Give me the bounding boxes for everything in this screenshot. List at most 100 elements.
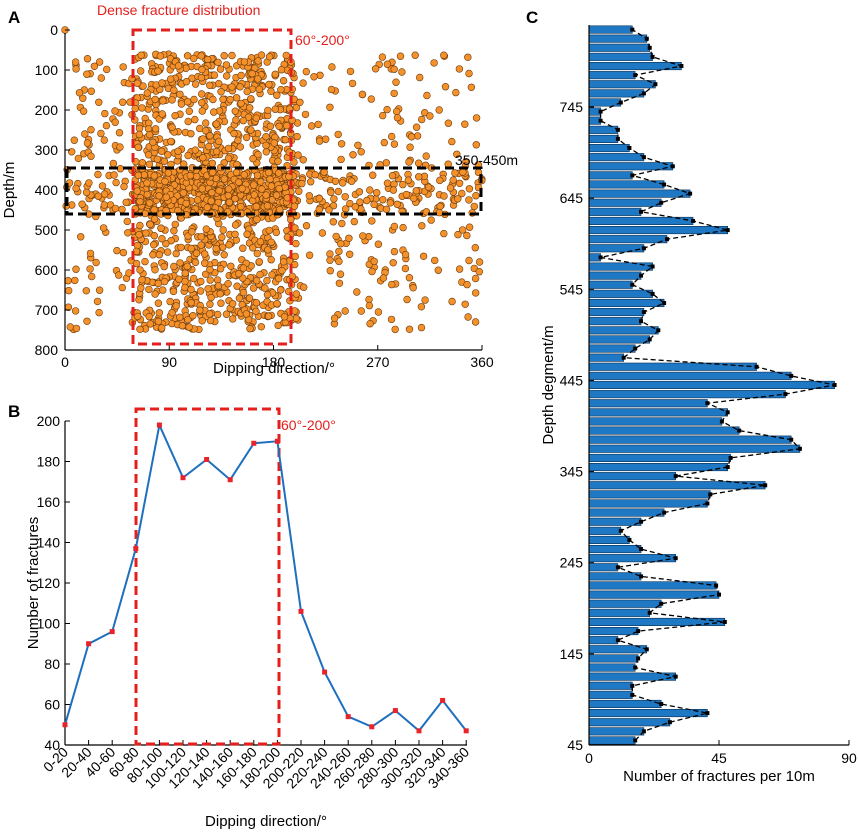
- panel-c-trend-marker: [659, 200, 664, 205]
- scatter-point: [143, 89, 152, 97]
- scatter-point: [392, 78, 400, 86]
- scatter-point: [134, 171, 143, 180]
- scatter-point: [179, 189, 188, 197]
- scatter-point: [250, 191, 259, 199]
- scatter-point: [137, 67, 145, 75]
- scatter-point: [100, 136, 109, 144]
- scatter-point: [351, 203, 359, 211]
- panel-c-bar: [588, 563, 619, 572]
- panel-c-trend-marker: [633, 73, 638, 78]
- scatter-point: [423, 91, 431, 100]
- scatter-point: [335, 257, 343, 266]
- panel-c-bars: [588, 25, 835, 745]
- panel-c-bar: [588, 280, 633, 289]
- scatter-point: [354, 141, 362, 150]
- scatter-point: [202, 270, 210, 278]
- scatter-point: [401, 264, 410, 273]
- scatter-point: [151, 125, 160, 133]
- panel-b-y-tick-label: 80: [44, 656, 60, 672]
- scatter-point: [383, 179, 392, 187]
- scatter-point: [253, 171, 262, 180]
- scatter-point: [326, 250, 334, 258]
- scatter-point: [455, 65, 464, 73]
- scatter-point: [141, 257, 149, 266]
- scatter-point: [358, 90, 367, 99]
- panel-c-bar: [588, 390, 786, 399]
- panel-b-y-tick-label: 120: [37, 575, 61, 591]
- scatter-point: [190, 54, 198, 63]
- scatter-point: [145, 285, 153, 294]
- scatter-point: [198, 185, 206, 193]
- scatter-point: [270, 139, 278, 147]
- scatter-point: [449, 176, 457, 184]
- scatter-point: [239, 116, 248, 125]
- scatter-point: [461, 300, 469, 308]
- scatter-point: [158, 110, 166, 118]
- scatter-point: [264, 312, 273, 320]
- scatter-point: [135, 130, 144, 139]
- panel-c-bar: [588, 326, 659, 335]
- panel-a-y-tick-label: 0: [50, 22, 58, 38]
- scatter-point: [249, 284, 258, 292]
- scatter-point: [150, 232, 159, 240]
- panel-c-trend-marker: [763, 483, 768, 488]
- panel-c-bar: [588, 162, 674, 171]
- scatter-point: [101, 109, 109, 118]
- panel-c-bar: [588, 608, 651, 617]
- panel-b-y-tick-label: 100: [37, 616, 61, 632]
- scatter-point: [239, 264, 248, 272]
- scatter-point: [393, 113, 402, 122]
- scatter-point: [332, 232, 340, 241]
- panel-c-bar: [588, 444, 801, 453]
- panel-c-trend-marker: [789, 437, 794, 442]
- scatter-point: [81, 130, 89, 138]
- scatter-point: [282, 51, 290, 60]
- scatter-point: [83, 139, 92, 147]
- scatter-point: [182, 77, 191, 86]
- panel-a-y-tick-label: 300: [35, 142, 59, 158]
- scatter-point: [265, 168, 273, 177]
- scatter-point: [196, 306, 204, 314]
- scatter-point: [135, 296, 143, 304]
- scatter-point: [387, 315, 396, 324]
- panel-c-bar: [588, 690, 633, 699]
- scatter-point: [160, 262, 168, 271]
- scatter-point: [296, 98, 304, 107]
- scatter-point: [374, 240, 383, 248]
- scatter-point: [98, 182, 107, 190]
- scatter-point: [326, 256, 334, 264]
- scatter-point: [390, 140, 399, 148]
- scatter-point: [97, 129, 105, 138]
- scatter-point: [322, 135, 330, 143]
- scatter-point: [267, 182, 276, 190]
- scatter-point: [382, 205, 391, 214]
- scatter-point: [87, 87, 96, 95]
- panel-c-bar: [588, 52, 653, 61]
- panel-c-trend-marker: [679, 64, 684, 68]
- scatter-point: [246, 325, 254, 333]
- scatter-point: [393, 200, 401, 209]
- scatter-point: [64, 286, 73, 295]
- scatter-point: [327, 85, 336, 94]
- scatter-point: [206, 132, 214, 140]
- panel-c-bar: [588, 399, 708, 408]
- scatter-point: [149, 138, 157, 147]
- panel-c-trend-marker: [633, 665, 638, 670]
- panel-c-trend-marker: [641, 91, 646, 96]
- scatter-point: [206, 310, 214, 318]
- scatter-point: [175, 275, 183, 283]
- scatter-point: [230, 129, 238, 138]
- scatter-point: [86, 265, 94, 273]
- panel-c-bar: [588, 262, 653, 271]
- panel-c-bar: [588, 462, 728, 472]
- scatter-point: [145, 312, 153, 321]
- scatter-point: [197, 73, 206, 82]
- scatter-point: [471, 274, 480, 283]
- panel-c-trend-marker: [719, 419, 724, 424]
- scatter-point: [238, 184, 246, 193]
- scatter-point: [87, 272, 96, 281]
- panel-c-trend-marker: [598, 255, 603, 260]
- scatter-point: [299, 79, 307, 87]
- scatter-point: [374, 308, 383, 316]
- panel-c-trend-marker: [659, 601, 664, 606]
